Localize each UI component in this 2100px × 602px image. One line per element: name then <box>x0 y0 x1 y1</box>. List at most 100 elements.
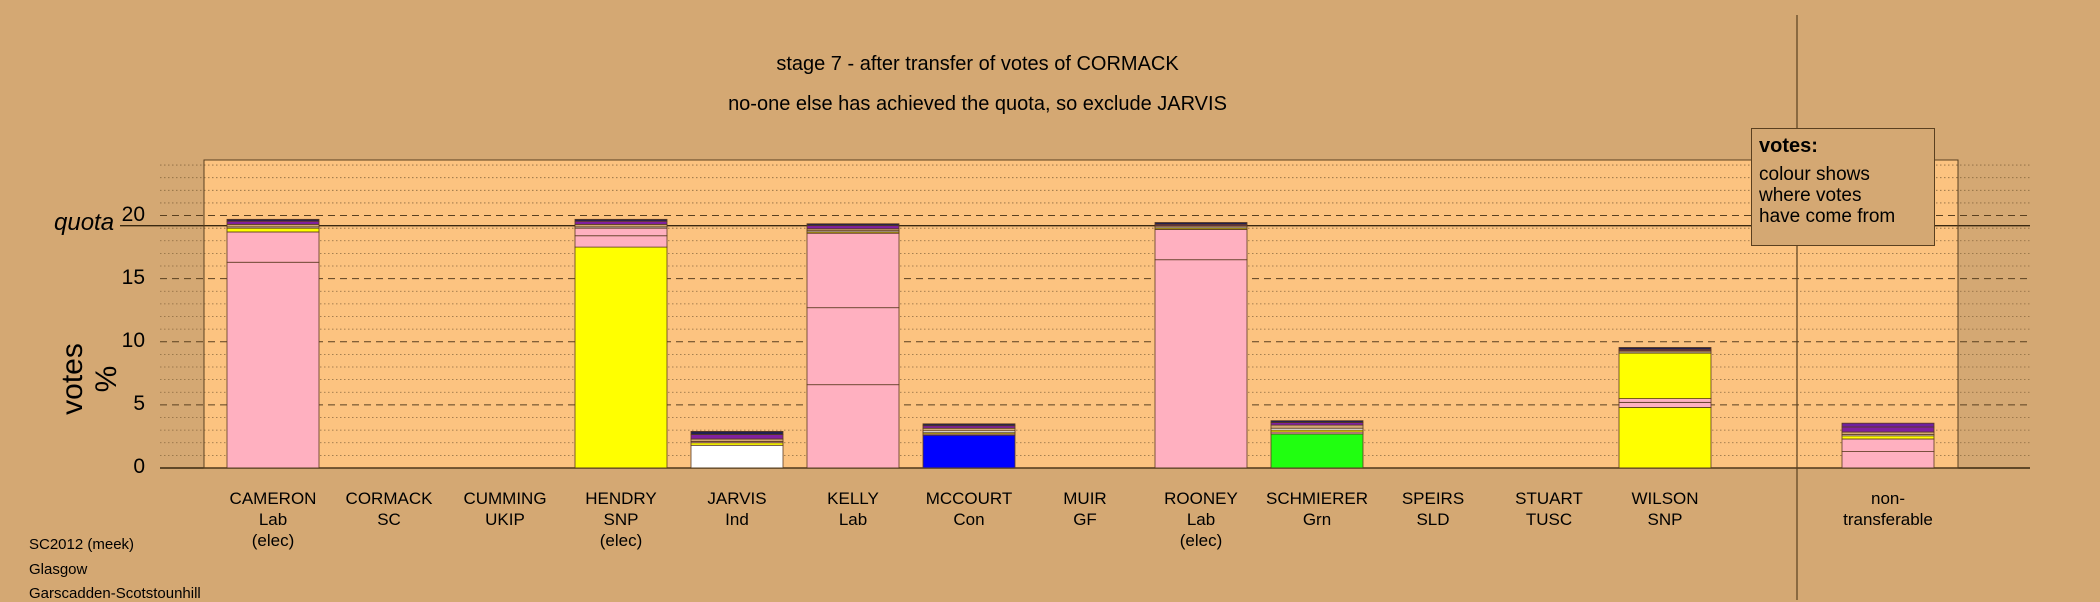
y-tick-label: 0 <box>133 455 145 478</box>
bar-segment <box>574 218 668 222</box>
legend-title: votes: <box>1759 135 1818 157</box>
candidate-label: CUMMING UKIP <box>447 488 563 530</box>
candidate-name: CAMERON <box>229 489 317 508</box>
candidate-label: JARVIS Ind <box>679 488 795 530</box>
candidate-name: CORMACK <box>345 489 433 508</box>
candidate-name: non- <box>1870 489 1906 508</box>
bar-segment <box>226 220 320 225</box>
bar-segment <box>806 307 900 386</box>
footnote-council: Glasgow <box>29 561 88 578</box>
candidate-label: KELLY Lab <box>795 488 911 530</box>
legend-line: colour shows <box>1759 164 1870 185</box>
bar-segment <box>226 227 320 233</box>
bar-segment <box>1618 401 1712 408</box>
bar-segment <box>226 231 320 263</box>
candidate-name: HENDRY <box>585 489 657 508</box>
candidate-label: CORMACK SC <box>331 488 447 530</box>
candidate-party: Grn <box>1302 510 1332 529</box>
bar-segment <box>806 232 900 309</box>
bar-segment <box>574 246 668 469</box>
candidate-label: STUART TUSC <box>1491 488 1607 530</box>
bar-segment <box>690 444 784 469</box>
bar-segment <box>1270 420 1364 423</box>
candidate-party: Lab <box>1186 510 1216 529</box>
bar-segment <box>1618 352 1712 399</box>
candidate-name: MUIR <box>1063 489 1107 508</box>
bar-segment <box>574 227 668 237</box>
bar-segment <box>1618 407 1712 469</box>
bar-segment <box>1270 424 1364 429</box>
candidate-party: Lab <box>838 510 868 529</box>
bar-segment <box>690 434 784 440</box>
candidate-name: CUMMING <box>463 489 547 508</box>
candidate-name: SCHMIERER <box>1265 489 1368 508</box>
quota-label: quota <box>54 209 115 236</box>
bar-segment <box>1618 347 1712 350</box>
y-tick-label: 10 <box>121 328 145 352</box>
bar-segment <box>574 220 668 225</box>
bar-segment <box>226 218 320 222</box>
bar-segment <box>922 434 1016 469</box>
bar-segment <box>806 225 900 230</box>
candidate-name: WILSON <box>1631 489 1699 508</box>
bar-segment <box>1270 433 1364 469</box>
candidate-party: Con <box>953 510 985 529</box>
candidate-name: MCCOURT <box>925 489 1013 508</box>
bar-segment <box>1841 435 1935 440</box>
candidate-label: MCCOURT Con <box>911 488 1027 530</box>
chart-subtitle: no-one else has achieved the quota, so e… <box>728 93 1227 115</box>
candidate-party: SNP <box>603 510 639 529</box>
footnote-method: SC2012 (meek) <box>29 536 135 553</box>
bar-segment <box>1841 426 1935 433</box>
bar-segment <box>690 430 784 435</box>
bar-segment <box>1154 222 1248 225</box>
legend: votes: colour shows where votes have com… <box>1751 128 1935 246</box>
candidate-name: JARVIS <box>707 489 767 508</box>
candidate-party: SLD <box>1416 510 1450 529</box>
candidate-status: (elec) <box>599 531 643 550</box>
candidate-status: (elec) <box>251 531 295 550</box>
bar-segment <box>806 223 900 227</box>
candidate-party: transferable <box>1843 510 1933 529</box>
y-tick-label: 15 <box>121 265 145 289</box>
chart-title: stage 7 - after transfer of votes of COR… <box>776 53 1179 75</box>
footnote-ward: Garscadden-Scotstounhill <box>29 585 201 602</box>
legend-line: where votes <box>1759 185 1862 206</box>
bars <box>226 218 1935 469</box>
candidate-party: GF <box>1073 510 1097 529</box>
candidate-party: Ind <box>725 510 749 529</box>
candidate-name: ROONEY <box>1164 489 1238 508</box>
candidate-name: KELLY <box>827 489 879 508</box>
legend-line: have come from <box>1759 206 1896 227</box>
candidate-party: UKIP <box>485 510 525 529</box>
candidate-label: ROONEY Lab (elec) <box>1143 488 1259 551</box>
candidate-label: MUIR GF <box>1027 488 1143 530</box>
candidate-label: WILSON SNP <box>1607 488 1723 530</box>
y-tick-label: 5 <box>133 391 145 415</box>
candidate-label: SPEIRS SLD <box>1375 488 1491 530</box>
candidate-party: SC <box>377 510 401 529</box>
bar-segment <box>922 423 1016 427</box>
bar-segment <box>1841 451 1935 469</box>
bar-segment <box>1841 422 1935 428</box>
candidate-label: CAMERON Lab (elec) <box>215 488 331 551</box>
candidate-party: SNP <box>1647 510 1683 529</box>
candidate-label: non-transferable <box>1830 488 1946 530</box>
bar-segment <box>226 261 320 469</box>
frame <box>203 15 1959 600</box>
bar-segment <box>1154 229 1248 261</box>
candidate-name: STUART <box>1515 489 1583 508</box>
bar-segment <box>1154 259 1248 469</box>
bar-segment <box>1841 438 1935 452</box>
candidate-label: HENDRY SNP (elec) <box>563 488 679 551</box>
bar-segment <box>574 235 668 248</box>
candidate-party: TUSC <box>1525 510 1573 529</box>
candidate-status: (elec) <box>1179 531 1223 550</box>
bar-segment <box>1618 398 1712 403</box>
y-tick-label: 20 <box>121 202 145 226</box>
candidate-label: SCHMIERER Grn <box>1259 488 1375 530</box>
plot-frame <box>203 159 1959 469</box>
bar-segment <box>806 384 900 469</box>
candidate-name: SPEIRS <box>1401 489 1465 508</box>
